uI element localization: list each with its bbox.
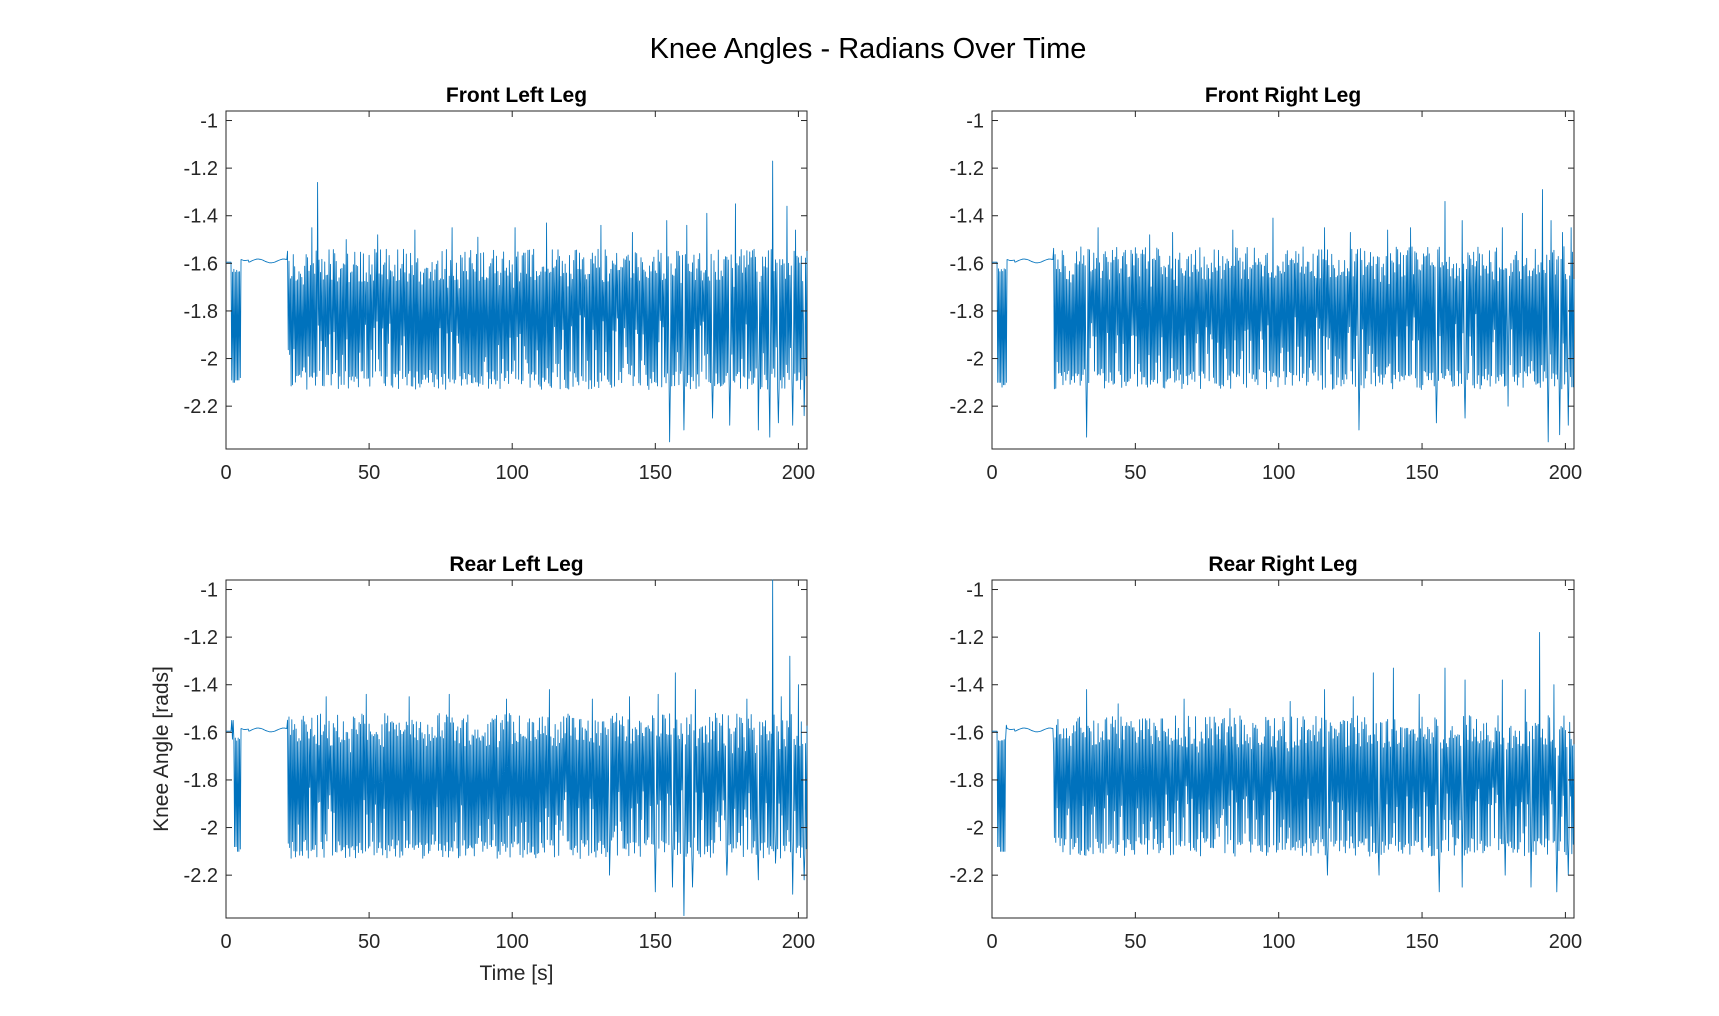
y-tick-label: -1.6 [184,253,218,275]
y-tick-label: -1.4 [950,675,984,697]
series-layer [992,631,1575,893]
subplot-front-right: Front Right Leg 0 50 100 150 200 -1 -1.2 -1.4 -1… [950,84,1583,484]
series-layer [992,189,1575,443]
y-tick-label: -1.8 [950,301,984,323]
x-tick-label: 100 [1262,931,1295,953]
x-axis-label: Time [s] [480,962,554,985]
y-tick-label: -1.2 [950,158,984,180]
ticks-layer: 0 50 100 150 200 -1 -1.2 -1.4 -1.6 -1.8 -2 -2.2 [184,580,816,953]
y-tick-label: -1.6 [184,722,218,744]
y-tick-label: -1.8 [184,770,218,792]
subplot-rear-left: Rear Left Leg 0 50 100 150 200 -1 -1.2 -1.4 -1.6… [150,553,815,985]
y-tick-label: -1.2 [950,627,984,649]
x-tick-label: 0 [986,931,997,953]
y-tick-label: -2.2 [950,396,984,418]
x-tick-label: 50 [1124,931,1146,953]
x-tick-label: 100 [496,931,529,953]
x-tick-label: 0 [220,462,231,484]
subplot-front-left: Front Left Leg 0 50 100 150 200 -1 -1.2 -1.4 -1.… [184,84,816,484]
subplot-title: Front Right Leg [1205,84,1361,107]
y-tick-label: -1.6 [950,253,984,275]
series-layer [226,160,808,443]
x-tick-label: 150 [1405,462,1438,484]
y-tick-label: -2 [966,349,984,371]
y-tick-label: -2 [200,349,218,371]
y-tick-label: -1.4 [184,206,218,228]
y-axis-label: Knee Angle [rads] [150,666,173,832]
y-tick-label: -1 [966,580,984,602]
y-tick-label: -1.2 [184,627,218,649]
figure-title: Knee Angles - Radians Over Time [650,33,1087,65]
y-tick-label: -1 [200,111,218,133]
series-line [992,631,1575,893]
y-tick-label: -1 [200,580,218,602]
y-tick-label: -2.2 [184,396,218,418]
y-tick-label: -2.2 [184,865,218,887]
y-tick-label: -1.4 [950,206,984,228]
subplot-title: Rear Left Leg [449,553,583,576]
y-tick-label: -1.8 [950,770,984,792]
subplot-title: Rear Right Leg [1208,553,1357,576]
subplot-rear-right: Rear Right Leg 0 50 100 150 200 -1 -1.2 -1.4 -1.… [950,553,1583,953]
x-tick-label: 200 [1549,462,1582,484]
x-tick-label: 50 [1124,462,1146,484]
series-line [226,160,808,443]
y-tick-label: -1.6 [950,722,984,744]
x-tick-label: 200 [1549,931,1582,953]
y-tick-label: -2 [200,818,218,840]
series-layer [226,579,808,917]
x-tick-label: 200 [782,462,815,484]
y-tick-label: -1.8 [184,301,218,323]
series-line [992,189,1575,443]
ticks-layer: 0 50 100 150 200 -1 -1.2 -1.4 -1.6 -1.8 -2 -2.2 [184,111,816,484]
ticks-layer: 0 50 100 150 200 -1 -1.2 -1.4 -1.6 -1.8 -2 -2.2 [950,111,1583,484]
x-tick-label: 50 [358,931,380,953]
x-tick-label: 150 [639,462,672,484]
subplot-title: Front Left Leg [446,84,587,107]
x-tick-label: 200 [782,931,815,953]
y-tick-label: -1.2 [184,158,218,180]
x-tick-label: 150 [639,931,672,953]
series-line [226,579,808,917]
y-tick-label: -1.4 [184,675,218,697]
y-tick-label: -2.2 [950,865,984,887]
x-tick-label: 0 [220,931,231,953]
x-tick-label: 100 [1262,462,1295,484]
y-tick-label: -1 [966,111,984,133]
ticks-layer: 0 50 100 150 200 -1 -1.2 -1.4 -1.6 -1.8 -2 -2.2 [950,580,1583,953]
x-tick-label: 100 [496,462,529,484]
x-tick-label: 150 [1405,931,1438,953]
x-tick-label: 50 [358,462,380,484]
x-tick-label: 0 [986,462,997,484]
y-tick-label: -2 [966,818,984,840]
